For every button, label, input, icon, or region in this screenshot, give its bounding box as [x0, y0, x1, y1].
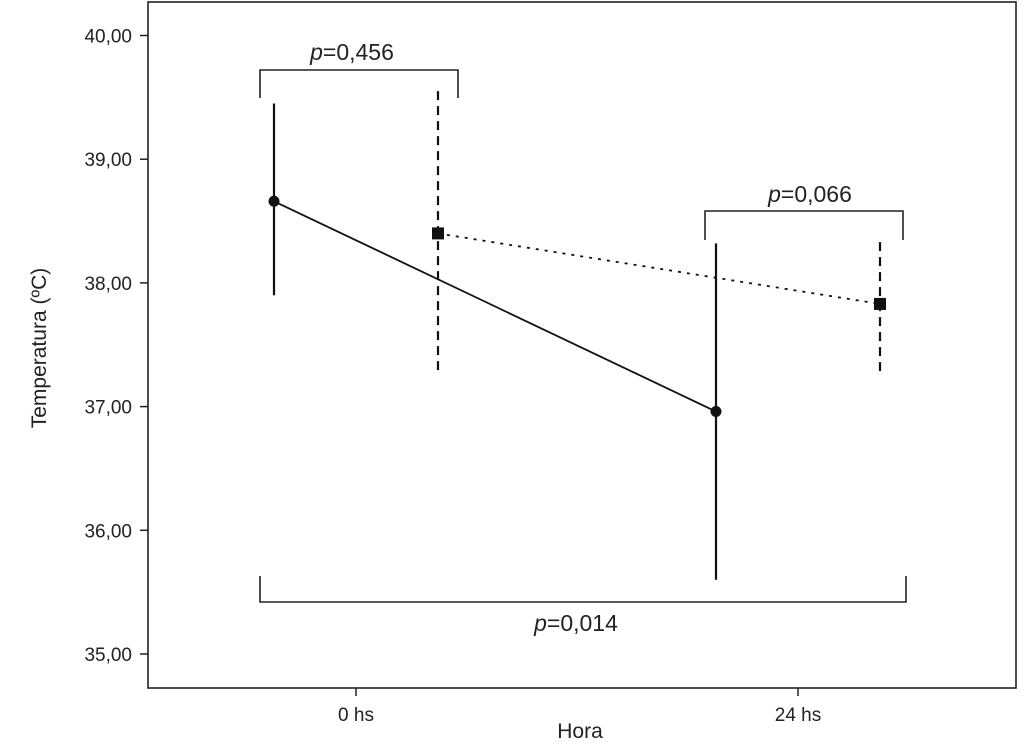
plot-frame: [147, 1, 1017, 689]
y-tick-label: 40,00: [84, 27, 132, 48]
x-tick-label: 0 hs: [338, 705, 374, 726]
p-value: =0,066: [781, 181, 852, 207]
significance-bracket: [704, 210, 904, 240]
x-ticks: 0 hs 24 hs: [338, 688, 821, 726]
p-value: =0,456: [323, 39, 394, 65]
x-axis-title: Hora: [557, 720, 603, 743]
series-1-line: [273, 200, 717, 413]
p-value: =0,014: [547, 610, 618, 636]
series-1: [268, 103, 722, 580]
significance-bracket: [259, 576, 907, 603]
series-2-line: [437, 232, 881, 305]
p-symbol: p: [309, 39, 323, 65]
y-tick-label: 36,00: [84, 521, 132, 542]
y-axis-title: Temperatura (ºC): [28, 268, 51, 429]
y-tick-label: 37,00: [84, 398, 132, 419]
p-symbol: p: [767, 181, 781, 207]
data-point: [874, 297, 886, 310]
significance-bracket: [259, 69, 459, 98]
p-value-label: p=0,456: [309, 39, 394, 65]
series-2: [432, 91, 886, 376]
y-tick-label: 35,00: [84, 645, 132, 666]
data-point: [710, 406, 722, 418]
y-ticks: 35,00 36,00 37,00 38,00 39,00 40,00: [84, 27, 148, 666]
x-tick-label: 24 hs: [775, 705, 821, 726]
data-point: [268, 195, 280, 207]
axes: [147, 1, 1017, 689]
data-point: [432, 227, 444, 240]
p-value-label: p=0,014: [533, 610, 618, 636]
y-tick-label: 39,00: [84, 150, 132, 171]
p-value-label: p=0,066: [767, 181, 852, 207]
p-symbol: p: [533, 610, 547, 636]
series-group: [268, 91, 886, 580]
y-tick-label: 38,00: [84, 274, 132, 295]
